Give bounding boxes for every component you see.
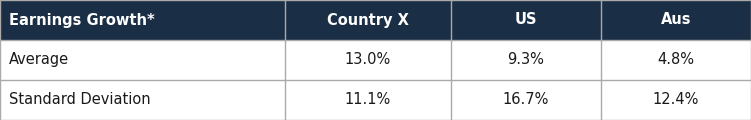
- FancyBboxPatch shape: [285, 0, 451, 40]
- FancyBboxPatch shape: [601, 40, 751, 80]
- FancyBboxPatch shape: [0, 40, 285, 80]
- Text: US: US: [514, 12, 537, 27]
- FancyBboxPatch shape: [601, 0, 751, 40]
- Text: 4.8%: 4.8%: [657, 52, 695, 67]
- FancyBboxPatch shape: [285, 40, 451, 80]
- Text: 16.7%: 16.7%: [502, 93, 549, 108]
- FancyBboxPatch shape: [0, 80, 285, 120]
- Text: Earnings Growth*: Earnings Growth*: [9, 12, 155, 27]
- Text: Aus: Aus: [661, 12, 691, 27]
- Text: 13.0%: 13.0%: [345, 52, 391, 67]
- FancyBboxPatch shape: [0, 0, 285, 40]
- Text: 9.3%: 9.3%: [507, 52, 544, 67]
- Text: Country X: Country X: [327, 12, 409, 27]
- FancyBboxPatch shape: [451, 80, 601, 120]
- FancyBboxPatch shape: [451, 40, 601, 80]
- FancyBboxPatch shape: [451, 0, 601, 40]
- Text: Average: Average: [9, 52, 69, 67]
- Text: 12.4%: 12.4%: [653, 93, 699, 108]
- Text: 11.1%: 11.1%: [345, 93, 391, 108]
- Text: Standard Deviation: Standard Deviation: [9, 93, 151, 108]
- FancyBboxPatch shape: [285, 80, 451, 120]
- FancyBboxPatch shape: [601, 80, 751, 120]
